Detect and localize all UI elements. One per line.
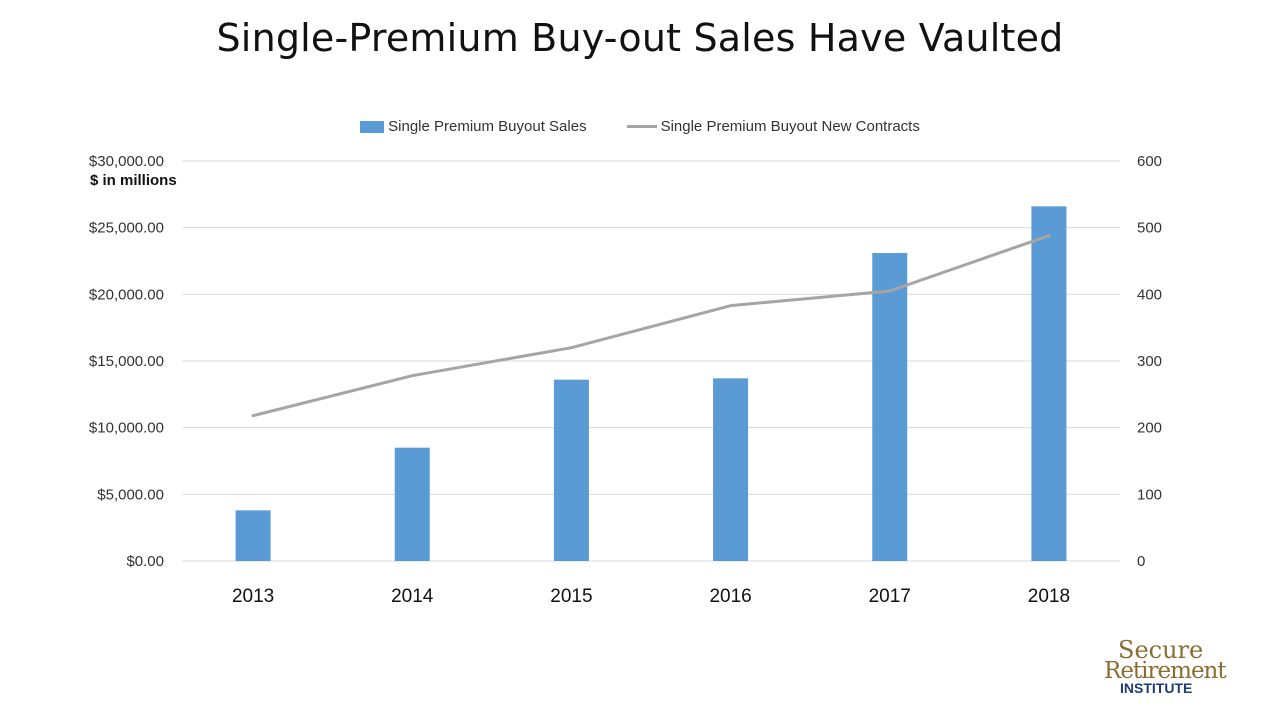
y-right-tick-label: 300	[1137, 353, 1162, 370]
legend-item-line: Single Premium Buyout New Contracts	[626, 118, 920, 135]
legend-item-bar: Single Premium Buyout Sales	[360, 118, 587, 135]
legend-bar-label: Single Premium Buyout Sales	[388, 118, 587, 135]
series-line-new-contracts	[251, 234, 1051, 418]
logo-line1: Secure	[1118, 636, 1203, 664]
bar-2015	[553, 379, 589, 561]
chart-title: Single-Premium Buy-out Sales Have Vaulte…	[216, 16, 1064, 60]
x-tick-label: 2016	[709, 586, 751, 607]
y-left-tick-label: $30,000.00	[89, 153, 164, 170]
y-right-tick-label: 400	[1137, 286, 1162, 303]
legend-bar-swatch	[360, 120, 385, 133]
bar-2013	[235, 510, 271, 561]
y-left-tick-label: $0.00	[126, 553, 164, 570]
y-left-tick-label: $10,000.00	[89, 420, 164, 437]
line-point-2013	[251, 414, 255, 418]
legend-line-label: Single Premium Buyout New Contracts	[660, 118, 920, 135]
y-right-tick-label: 100	[1137, 486, 1162, 503]
line-point-2015	[569, 346, 573, 350]
y-left-tick-label: $20,000.00	[89, 286, 164, 303]
legend: Single Premium Buyout Sales Single Premi…	[0, 118, 1280, 135]
y-right-tick-label: 600	[1137, 153, 1162, 170]
x-tick-label: 2014	[391, 586, 434, 607]
line-point-2018	[1047, 234, 1051, 238]
bar-2017	[872, 253, 908, 561]
y-left-tick-label: $5,000.00	[97, 486, 164, 503]
y-right-tick-label: 500	[1137, 220, 1162, 237]
x-tick-label: 2018	[1028, 586, 1070, 607]
secure-retirement-institute-logo: Secure Retirement INSTITUTE	[1104, 636, 1228, 696]
x-tick-label: 2015	[550, 586, 592, 607]
unit-note: $ in millions	[90, 172, 177, 189]
y-right-tick-label: 200	[1137, 420, 1162, 437]
y-left-tick-label: $25,000.00	[89, 220, 164, 237]
bar-2014	[394, 447, 430, 561]
line-point-2016	[729, 304, 733, 308]
y-right-tick-label: 0	[1137, 553, 1145, 570]
x-tick-label: 2013	[232, 586, 274, 607]
legend-line-swatch	[626, 125, 657, 128]
x-tick-label: 2017	[869, 586, 911, 607]
bar-2016	[713, 378, 749, 561]
bar-2018	[1031, 206, 1067, 562]
line-point-2017	[888, 289, 892, 293]
y-left-tick-label: $15,000.00	[89, 353, 164, 370]
logo-line3: INSTITUTE	[1120, 680, 1192, 696]
line-point-2014	[410, 374, 414, 378]
logo-line2: Retirement	[1104, 658, 1227, 684]
